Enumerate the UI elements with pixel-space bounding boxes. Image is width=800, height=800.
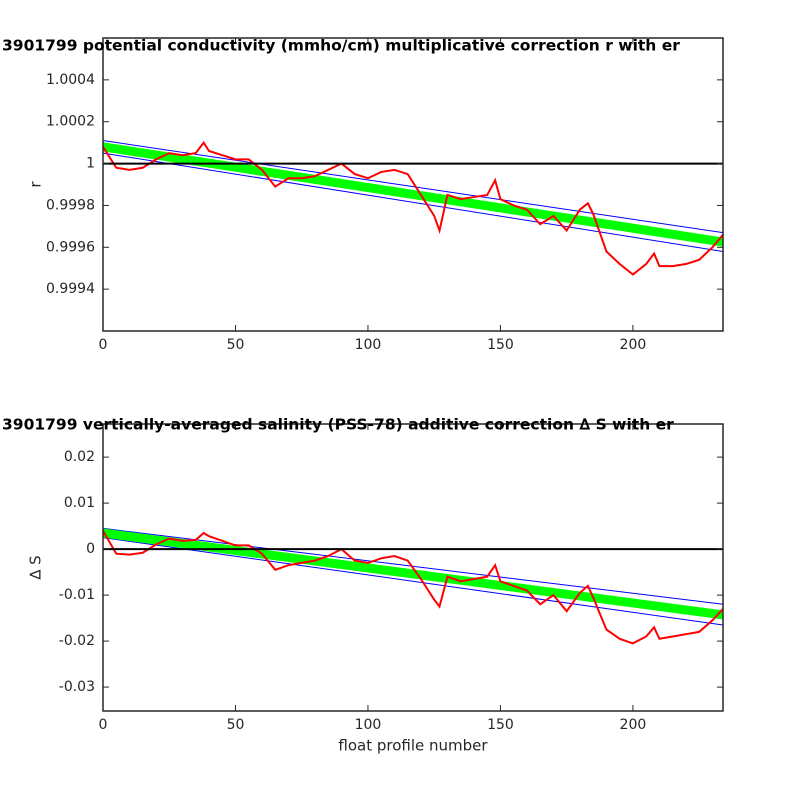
plot-marks [103, 527, 723, 645]
x-tick-label: 50 [227, 717, 245, 733]
y-tick-label: -0.01 [59, 587, 95, 603]
x-tick-label: 200 [620, 717, 647, 733]
y-axis-label: ∆ S [27, 555, 45, 580]
series-line [103, 140, 723, 276]
x-axis-label: float profile number [338, 737, 488, 755]
y-tick-label: 0.02 [64, 449, 95, 465]
chart-title: 3901799 vertically-averaged salinity (PS… [2, 416, 674, 434]
x-tick-label: 150 [487, 337, 514, 353]
x-tick-label: 200 [620, 337, 647, 353]
y-tick-label: 0.01 [64, 495, 95, 511]
axes-box [102, 37, 724, 332]
series-line [103, 528, 723, 620]
x-tick-label: 0 [99, 717, 108, 733]
y-tick-label: 0.9996 [46, 239, 95, 255]
y-tick-label: -0.03 [59, 679, 95, 695]
series-line [103, 537, 723, 626]
plot-marks [103, 140, 723, 276]
y-tick-label: 1 [86, 156, 95, 172]
y-tick-label: 1.0002 [46, 114, 95, 130]
y-tick-label: -0.02 [59, 633, 95, 649]
plot-area [103, 38, 723, 331]
y-axis-label: r [27, 181, 45, 188]
series-line [103, 152, 723, 252]
y-tick-label: 0.9998 [46, 197, 95, 213]
x-tick-label: 100 [355, 337, 382, 353]
chart-title: 3901799 potential conductivity (mmho/cm)… [2, 37, 680, 55]
x-tick-label: 0 [99, 337, 108, 353]
x-tick-label: 150 [487, 717, 514, 733]
series-line [103, 530, 723, 645]
y-tick-label: 0 [86, 541, 95, 557]
x-tick-label: 100 [355, 717, 382, 733]
y-tick-label: 1.0004 [46, 72, 95, 88]
y-tick-label: 0.9994 [46, 281, 95, 297]
axes-box [102, 423, 724, 712]
x-tick-label: 50 [227, 337, 245, 353]
series-line [103, 140, 723, 234]
